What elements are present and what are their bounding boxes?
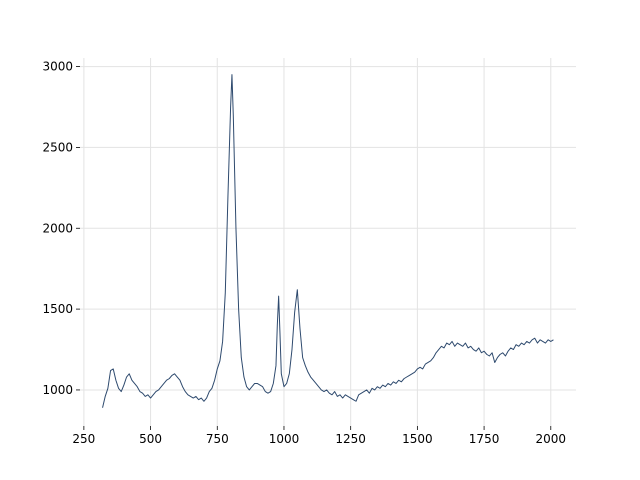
x-tick-label: 1250 xyxy=(335,432,366,446)
y-tick-label: 1000 xyxy=(42,383,73,397)
y-tick-label: 3000 xyxy=(42,60,73,74)
y-tick-label: 2500 xyxy=(42,140,73,154)
line xyxy=(102,74,554,408)
x-tick-label: 1500 xyxy=(402,432,433,446)
y-tick-label: 1500 xyxy=(42,302,73,316)
x-tick-label: 2000 xyxy=(536,432,567,446)
x-tick-label: 500 xyxy=(139,432,162,446)
x-tick-label: 1000 xyxy=(269,432,300,446)
x-tick-label: 1750 xyxy=(469,432,500,446)
x-tick-label: 750 xyxy=(206,432,229,446)
y-tick-label: 2000 xyxy=(42,221,73,235)
x-tick-label: 250 xyxy=(72,432,95,446)
